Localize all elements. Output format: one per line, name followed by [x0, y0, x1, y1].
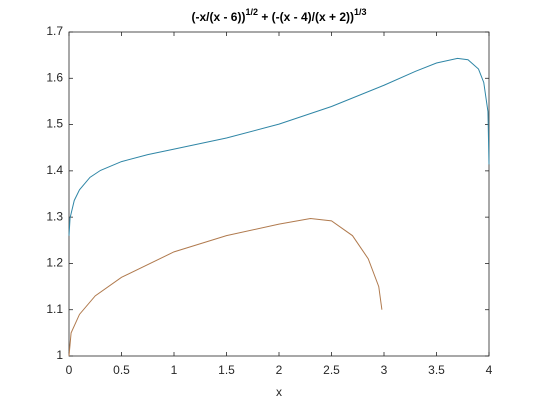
- y-tick-label: 1.2: [46, 256, 63, 270]
- x-tick-label: 0.5: [113, 363, 130, 377]
- x-axis-label: x: [276, 385, 282, 399]
- x-tick-label: 3: [381, 363, 388, 377]
- title-exponent: 1/2: [245, 7, 258, 17]
- x-tick-label: 2: [276, 363, 283, 377]
- title-part: (-x/(x - 6)): [191, 10, 245, 24]
- y-tick-label: 1.4: [46, 163, 63, 177]
- x-tick-label: 0: [66, 363, 73, 377]
- y-tick-label: 1.3: [46, 209, 63, 223]
- x-tick-label: 3.5: [428, 363, 445, 377]
- title-part: + (-(x - 4)/(x + 2)): [258, 10, 354, 24]
- x-tick-label: 1: [171, 363, 178, 377]
- x-tick-label: 2.5: [323, 363, 340, 377]
- y-tick-label: 1.5: [46, 117, 63, 131]
- line-series: [68, 57, 490, 236]
- x-tick-label: 4: [486, 363, 493, 377]
- y-tick-label: 1.6: [46, 70, 63, 84]
- x-tick-label: 1.5: [218, 363, 235, 377]
- y-tick-label: 1.1: [46, 302, 63, 316]
- line-series: [68, 218, 383, 357]
- chart-title: (-x/(x - 6))1/2 + (-(x - 4)/(x + 2))1/3: [191, 7, 366, 24]
- y-tick-label: 1: [56, 348, 63, 362]
- y-tick-label: 1.7: [46, 24, 63, 38]
- title-exponent: 1/3: [354, 7, 367, 17]
